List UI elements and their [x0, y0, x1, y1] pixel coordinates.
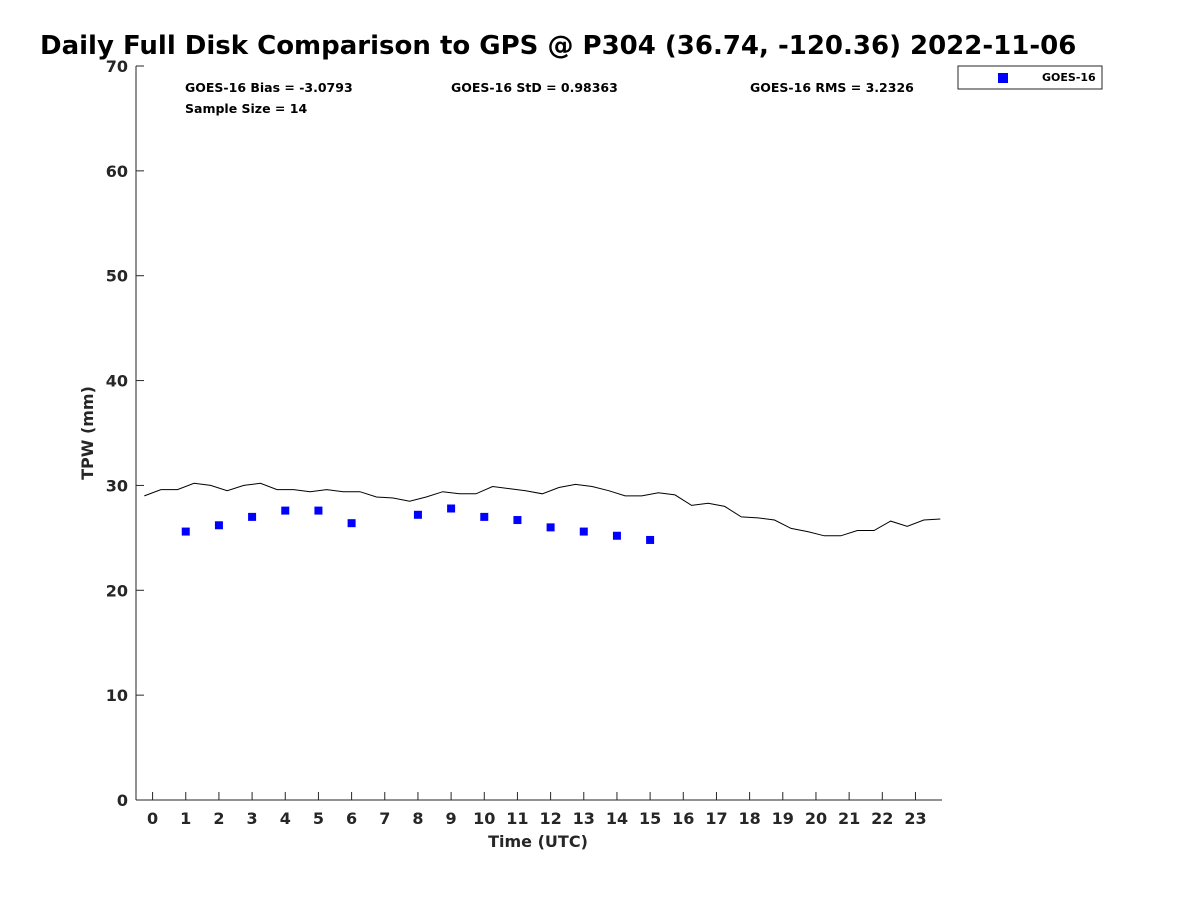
x-tick-label: 2	[213, 809, 224, 828]
legend-box	[957, 65, 1103, 90]
goes16-point	[214, 521, 223, 530]
x-tick-label: 9	[446, 809, 457, 828]
y-tick-label: 30	[106, 476, 128, 495]
x-tick-label: 19	[772, 809, 794, 828]
goes16-point	[513, 516, 522, 525]
goes16-point	[413, 510, 422, 519]
goes16-point	[248, 512, 257, 521]
goes16-point	[546, 523, 555, 532]
x-tick-label: 14	[606, 809, 628, 828]
legend-label-goes16: GOES-16	[1042, 71, 1096, 84]
x-tick-label: 5	[313, 809, 324, 828]
x-tick-label: 7	[379, 809, 390, 828]
y-ticks: 0 10 20 30 40 50 60 70	[106, 57, 144, 810]
chart-title: Daily Full Disk Comparison to GPS @ P304…	[40, 31, 1076, 61]
x-ticks: 0 1 2 3 4 5 6 7 8 9 10 11 12 13 14 15 16 17 18 19 20 21 22 23	[147, 792, 927, 828]
goes16-point	[347, 519, 356, 528]
x-tick-label: 16	[672, 809, 694, 828]
x-tick-label: 6	[346, 809, 357, 828]
goes16-point	[480, 512, 489, 521]
y-tick-label: 60	[106, 162, 128, 181]
x-tick-label: 8	[412, 809, 423, 828]
rms-stat: GOES-16 RMS = 3.2326	[750, 80, 914, 95]
gps-series	[144, 482, 941, 537]
y-tick-label: 10	[106, 686, 128, 705]
x-tick-label: 23	[904, 809, 926, 828]
x-tick-label: 1	[180, 809, 191, 828]
y-tick-label: 50	[106, 267, 128, 286]
goes16-point	[181, 527, 190, 536]
x-tick-label: 10	[473, 809, 495, 828]
legend: GOES-16	[957, 65, 1103, 90]
y-tick-label: 20	[106, 581, 128, 600]
x-tick-label: 13	[573, 809, 595, 828]
x-tick-label: 20	[805, 809, 827, 828]
y-tick-label: 70	[106, 57, 128, 76]
x-tick-label: 0	[147, 809, 158, 828]
x-tick-label: 21	[838, 809, 860, 828]
x-tick-label: 15	[639, 809, 661, 828]
goes16-point	[314, 506, 323, 515]
goes16-point	[612, 531, 621, 540]
x-tick-label: 18	[738, 809, 760, 828]
x-tick-label: 22	[871, 809, 893, 828]
goes16-point	[579, 527, 588, 536]
goes16-point	[646, 535, 655, 544]
y-axis-label: TPW (mm)	[78, 386, 97, 480]
x-tick-label: 17	[705, 809, 727, 828]
x-axis-label: Time (UTC)	[488, 832, 588, 851]
x-tick-label: 11	[506, 809, 528, 828]
goes16-point	[281, 506, 290, 515]
x-tick-label: 4	[280, 809, 291, 828]
bias-stat: GOES-16 Bias = -3.0793	[185, 80, 353, 95]
y-tick-label: 0	[117, 791, 128, 810]
std-stat: GOES-16 StD = 0.98363	[451, 80, 618, 95]
x-tick-label: 3	[247, 809, 258, 828]
gps-line	[144, 482, 941, 537]
goes-series	[181, 504, 655, 544]
sample-size-stat: Sample Size = 14	[185, 101, 307, 116]
goes16-point	[447, 504, 456, 513]
legend-marker-goes16	[998, 73, 1008, 83]
y-tick-label: 40	[106, 372, 128, 391]
x-tick-label: 12	[539, 809, 561, 828]
